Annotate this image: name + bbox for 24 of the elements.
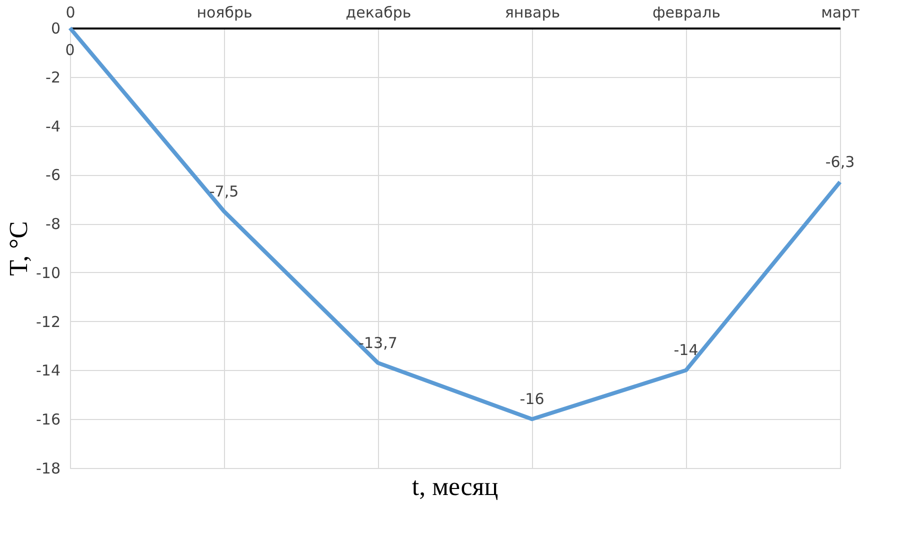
x-tick-label: декабрь — [346, 4, 412, 22]
y-tick-label: -2 — [46, 68, 60, 86]
data-label: 0 — [65, 41, 75, 59]
y-tick-label: -14 — [36, 362, 60, 380]
y-tick-label: 0 — [50, 20, 60, 38]
data-label: -16 — [520, 390, 544, 408]
y-tick-label: -18 — [36, 460, 60, 478]
data-label: -6,3 — [825, 153, 855, 171]
data-label: -7,5 — [209, 182, 239, 200]
y-tick-label: -4 — [46, 117, 60, 136]
x-tick-label: февраль — [652, 4, 721, 22]
y-tick-label: -8 — [46, 215, 60, 234]
data-label: -14 — [674, 341, 698, 360]
data-label: -13,7 — [358, 334, 398, 352]
x-axis-title: t, месяц — [412, 472, 498, 501]
y-tick-label: -10 — [36, 264, 60, 282]
y-tick-label: -12 — [36, 312, 60, 331]
y-axis-title: T, °C — [4, 221, 33, 276]
y-tick-label: -6 — [46, 166, 60, 184]
x-tick-label: январь — [504, 4, 560, 22]
x-tick-label: 0 — [66, 4, 76, 22]
y-tick-label: -16 — [36, 410, 60, 429]
x-tick-label: март — [821, 4, 860, 22]
x-tick-label: ноябрь — [196, 4, 252, 22]
